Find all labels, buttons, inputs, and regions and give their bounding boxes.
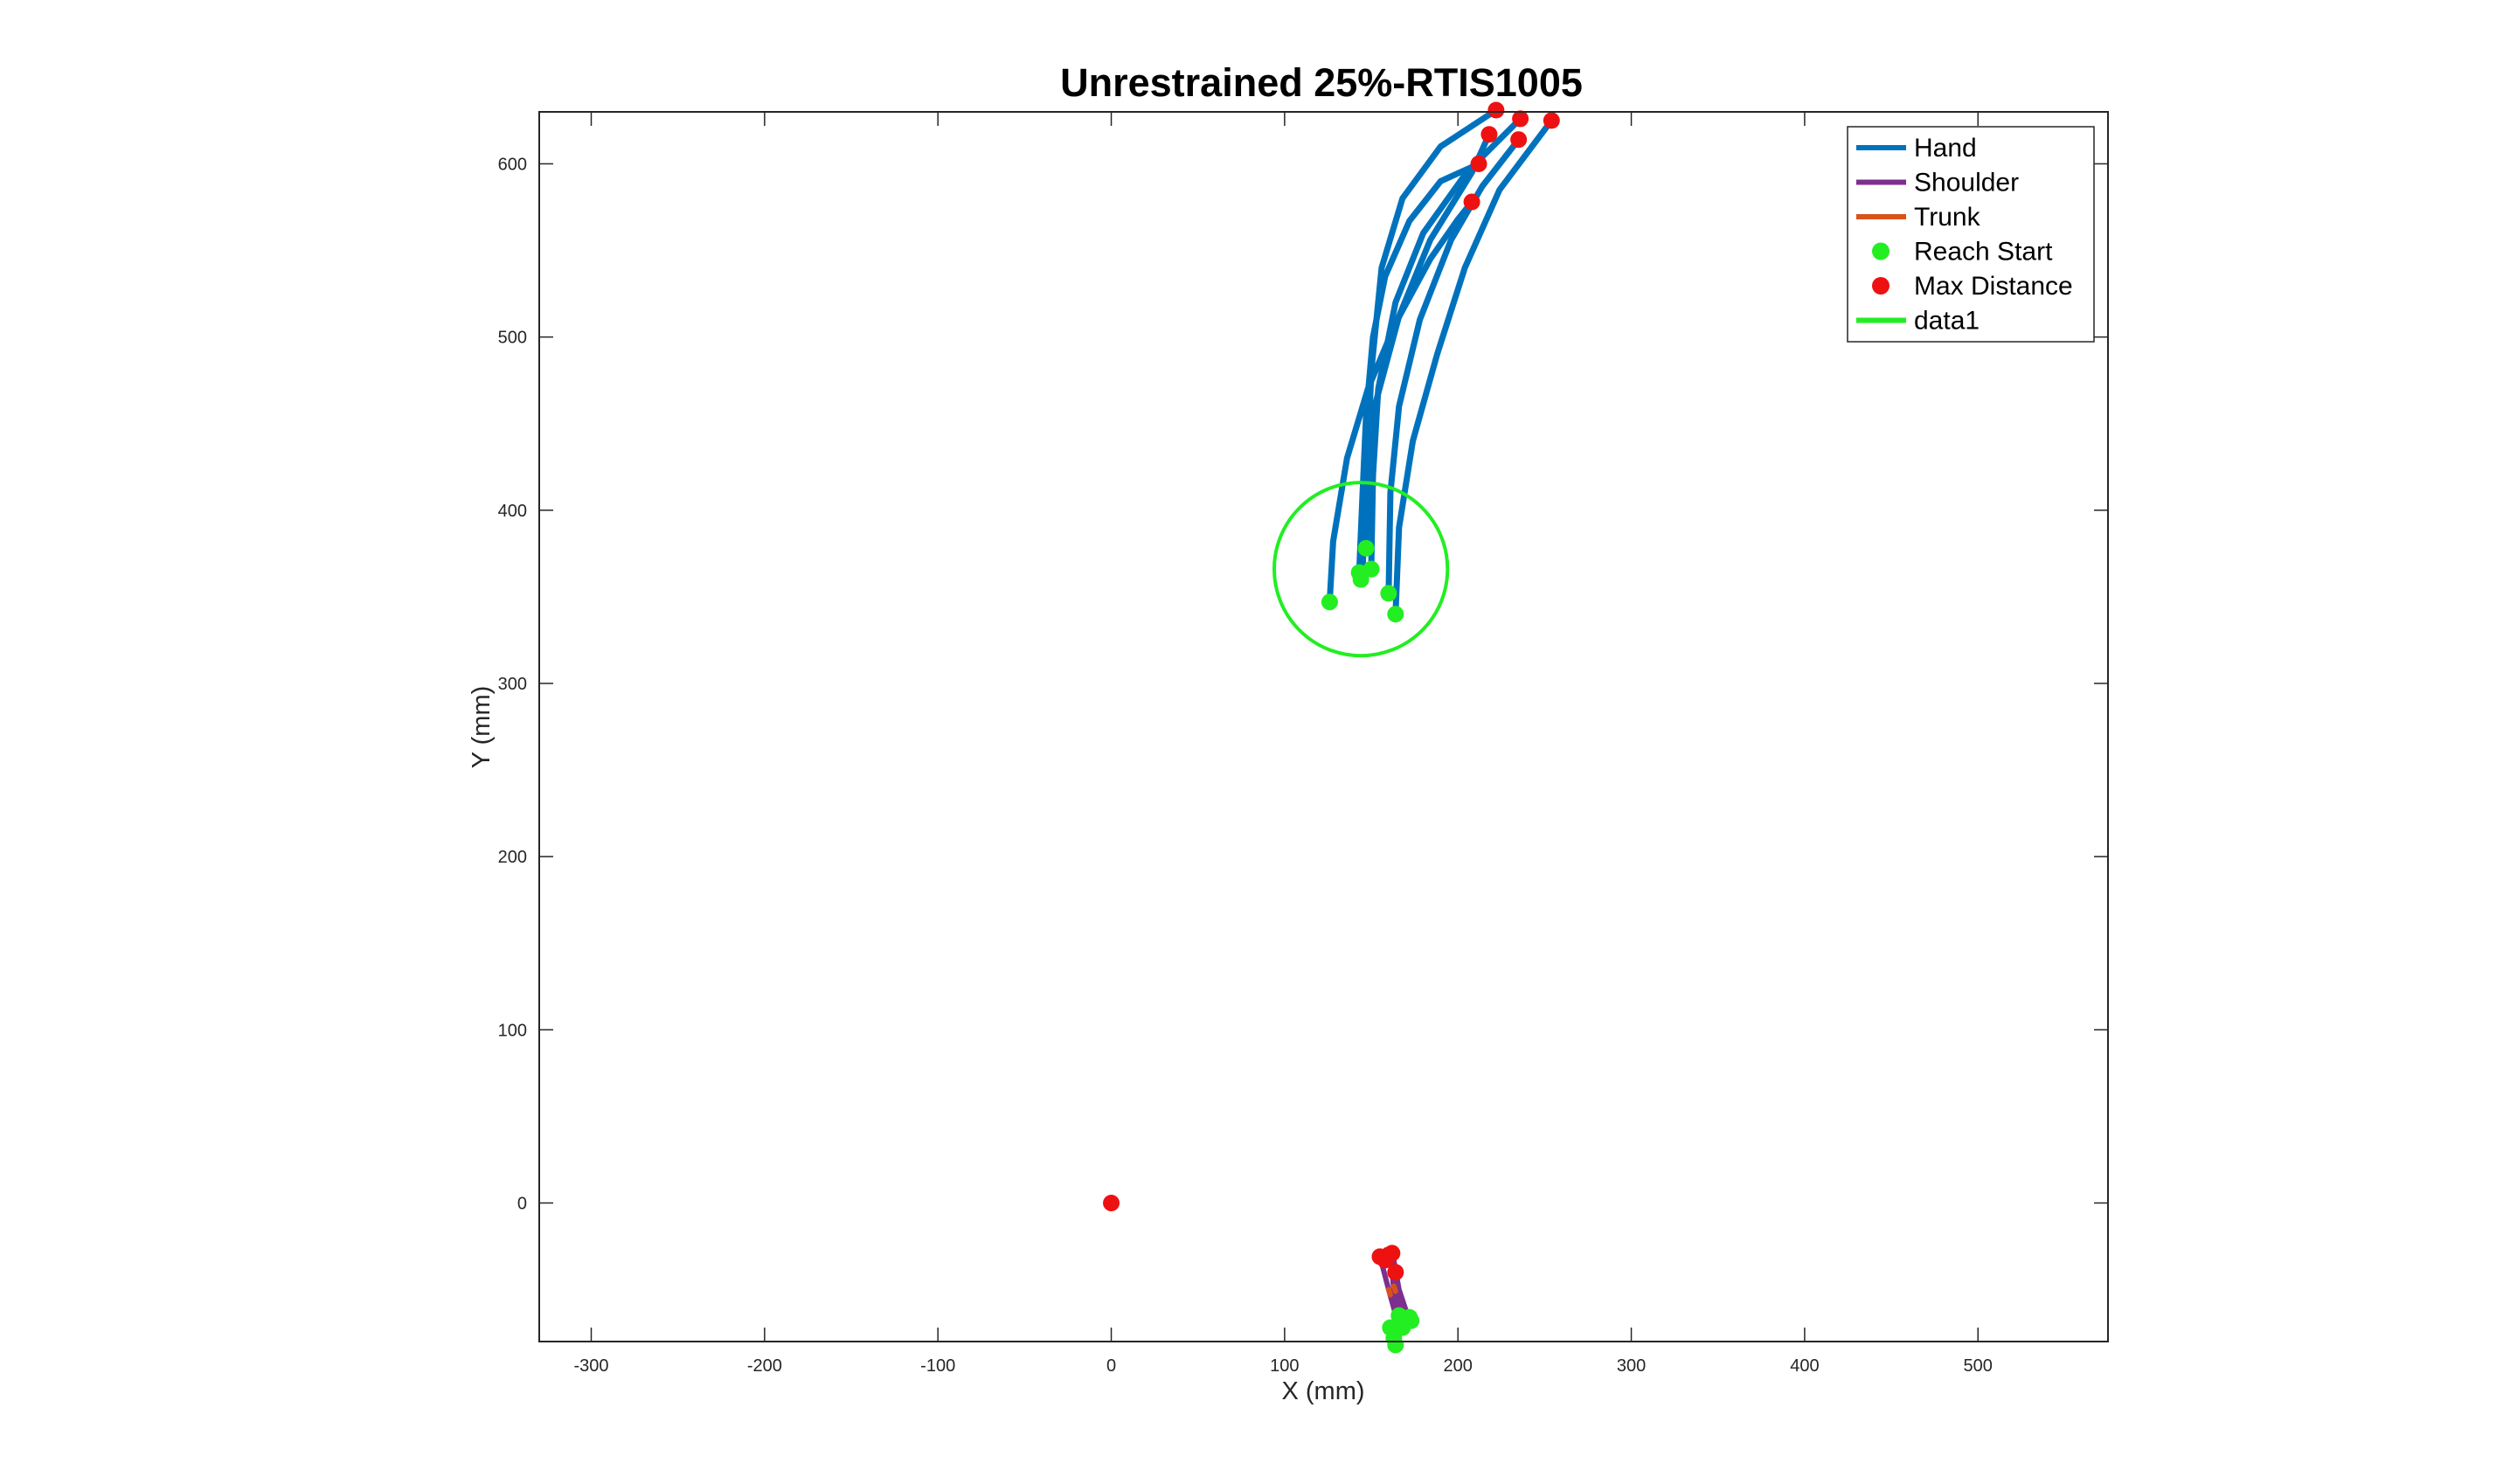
legend-label: Reach Start <box>1914 238 2053 267</box>
reach-start-marker <box>1382 1319 1399 1336</box>
legend-label: Hand <box>1914 134 1977 163</box>
plot-area <box>1103 101 1560 1354</box>
axes-box <box>538 111 2109 1342</box>
y-tick-label: 400 <box>498 502 527 521</box>
x-tick-label: 400 <box>1790 1356 1819 1376</box>
x-tick-label: 100 <box>1270 1356 1299 1376</box>
x-tick-label: 500 <box>1964 1356 1993 1376</box>
max-distance-marker <box>1480 126 1498 143</box>
max-distance-marker <box>1103 1194 1120 1211</box>
reach-start-marker <box>1321 593 1338 611</box>
trunk-trajectory <box>1385 1286 1393 1298</box>
reach-start-marker <box>1363 560 1380 578</box>
hand-trajectory <box>1326 198 1475 606</box>
trunk-trajectory <box>1390 1283 1398 1294</box>
chart-title: Unrestrained 25%-RTIS1005 <box>1060 60 1583 105</box>
reach-start-marker <box>1357 539 1375 557</box>
y-tick-label: 200 <box>498 848 527 867</box>
legend-swatch <box>1872 277 1889 295</box>
y-tick-label: 600 <box>498 155 527 174</box>
y-tick-label: 500 <box>498 329 527 348</box>
max-distance-marker <box>1470 155 1487 172</box>
hand-trajectory <box>1392 117 1555 618</box>
max-distance-marker <box>1387 1264 1404 1281</box>
hand-trajectory <box>1385 136 1522 597</box>
legend-swatch <box>1872 242 1889 260</box>
legend-box <box>1847 126 2095 343</box>
x-tick-label: -200 <box>747 1356 782 1376</box>
x-tick-label: -100 <box>920 1356 955 1376</box>
max-distance-marker <box>1463 193 1480 211</box>
y-tick-label: 100 <box>498 1021 527 1040</box>
hand-trajectory <box>1363 107 1500 551</box>
reach-start-marker <box>1403 1312 1420 1329</box>
legend-label: data1 <box>1914 307 1980 336</box>
y-tick-label: 300 <box>498 675 527 694</box>
reach-start-marker <box>1352 571 1369 588</box>
max-distance-marker <box>1512 110 1529 128</box>
max-distance-marker <box>1487 101 1505 119</box>
y-axis-label: Y (mm) <box>468 686 496 769</box>
max-distance-marker <box>1376 1252 1394 1269</box>
reach-start-marker <box>1380 585 1397 602</box>
x-tick-label: -300 <box>573 1356 608 1376</box>
legend-label: Trunk <box>1914 203 1981 232</box>
reach-start-marker <box>1387 1336 1404 1354</box>
x-tick-label: 200 <box>1444 1356 1473 1376</box>
legend-label: Shoulder <box>1914 169 2019 198</box>
legend-label: Max Distance <box>1914 272 2073 301</box>
max-distance-marker <box>1510 131 1528 149</box>
target-circle <box>1272 481 1450 658</box>
axis-ticks: -300 -200 -100 0 100 200 300 400 500 0 100 200 300 40… <box>498 112 2108 1376</box>
y-tick-label: 0 <box>517 1194 527 1213</box>
x-tick-label: 300 <box>1617 1356 1646 1376</box>
max-distance-marker <box>1543 112 1560 129</box>
hand-trajectory <box>1368 115 1524 572</box>
legend: Hand Shoulder Trunk Reach Start Max Distance… <box>1847 126 2095 343</box>
x-tick-label: 0 <box>1106 1356 1116 1376</box>
x-axis-label: X (mm) <box>1281 1377 1364 1405</box>
hand-trajectory <box>1359 131 1493 583</box>
reach-start-marker <box>1387 606 1404 623</box>
